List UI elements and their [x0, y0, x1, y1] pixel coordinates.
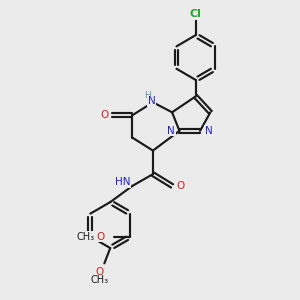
Text: O: O — [100, 110, 108, 120]
Text: N: N — [148, 96, 155, 106]
Text: N: N — [167, 126, 175, 136]
Text: O: O — [96, 267, 104, 277]
Text: CH₃: CH₃ — [91, 275, 109, 285]
Text: O: O — [97, 232, 105, 242]
Text: Cl: Cl — [190, 9, 202, 19]
Text: HN: HN — [115, 177, 131, 188]
Text: O: O — [176, 181, 184, 191]
Text: N: N — [205, 126, 213, 136]
Text: H: H — [144, 91, 151, 100]
Text: CH₃: CH₃ — [77, 232, 95, 242]
